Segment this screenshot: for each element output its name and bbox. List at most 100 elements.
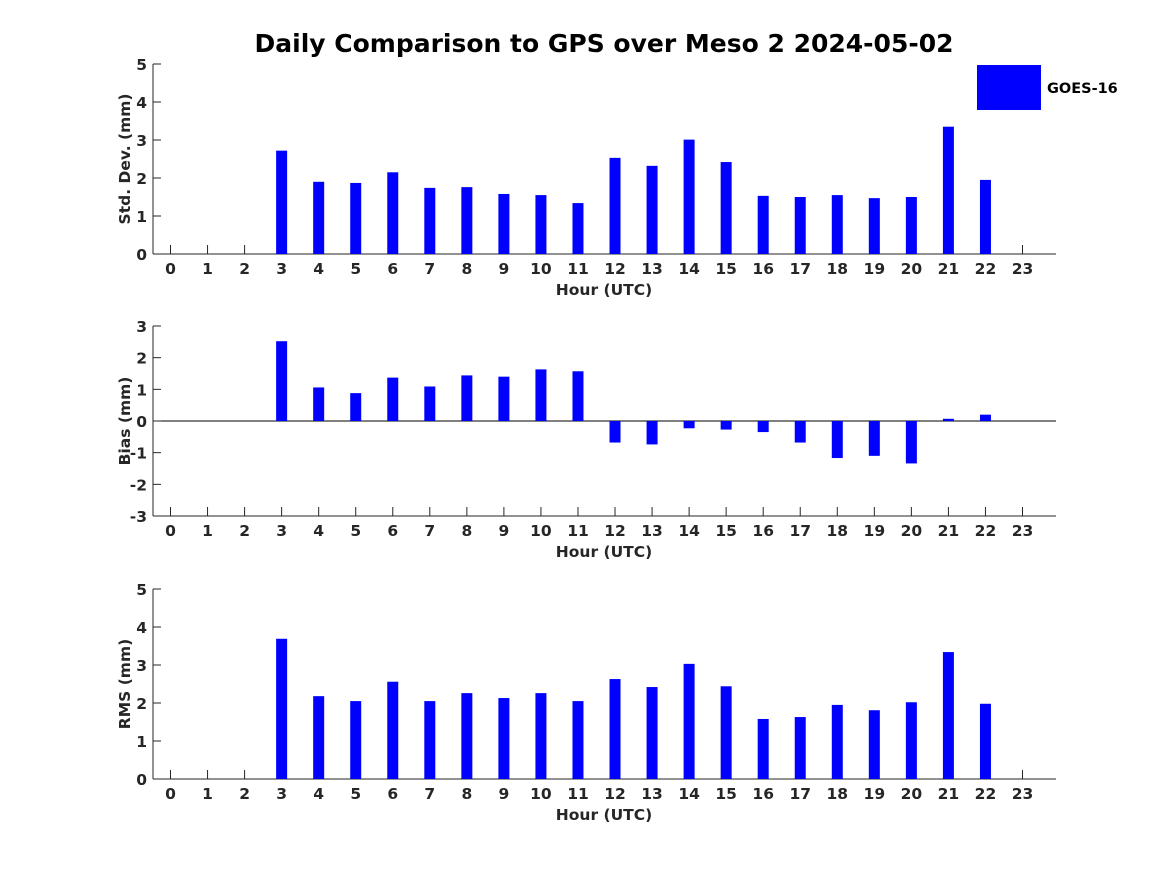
x-tick-label: 15: [715, 785, 737, 803]
bar-hour-19: [868, 710, 880, 779]
x-tick-label: 7: [424, 785, 435, 803]
y-tick-label: 5: [136, 56, 147, 74]
bar-hour-12: [609, 679, 621, 779]
bar-hour-12: [609, 157, 621, 254]
bar-hour-21: [942, 652, 954, 779]
bar-hour-9: [498, 193, 510, 254]
y-tick-label: 0: [136, 246, 147, 264]
bar-hour-8: [461, 375, 473, 421]
x-tick-label: 16: [752, 260, 774, 278]
x-tick-label: 12: [604, 260, 626, 278]
x-tick-label: 19: [864, 260, 886, 278]
bar-hour-15: [720, 686, 732, 779]
bar-hour-17: [794, 421, 806, 443]
y-tick-label: 0: [136, 413, 147, 431]
x-tick-label: 9: [498, 785, 509, 803]
x-tick-label: 11: [567, 785, 589, 803]
bar-hour-13: [646, 687, 658, 779]
x-tick-label: 6: [387, 785, 398, 803]
bar-hour-7: [424, 187, 436, 254]
x-tick-label: 5: [350, 260, 361, 278]
x-tick-label: 23: [1012, 522, 1034, 540]
x-tick-label: 15: [715, 522, 737, 540]
bar-hour-18: [831, 704, 843, 779]
x-tick-label: 11: [567, 522, 589, 540]
x-tick-label: 18: [826, 522, 848, 540]
bar-hour-7: [424, 386, 436, 421]
x-tick-label: 2: [239, 260, 250, 278]
x-tick-label: 4: [313, 522, 324, 540]
x-tick-label: 6: [387, 260, 398, 278]
x-tick-label: 12: [604, 785, 626, 803]
bar-hour-4: [313, 181, 325, 254]
x-tick-label: 13: [641, 522, 663, 540]
y-tick-label: 2: [136, 170, 147, 188]
x-tick-label: 16: [752, 785, 774, 803]
x-tick-label: 0: [165, 260, 176, 278]
x-tick-label: 18: [826, 260, 848, 278]
bar-hour-21: [942, 126, 954, 254]
bar-hour-10: [535, 195, 547, 254]
y-tick-label: 4: [136, 619, 147, 637]
x-tick-label: 22: [975, 785, 997, 803]
x-tick-label: 21: [938, 522, 960, 540]
bar-hour-22: [979, 179, 991, 254]
bar-hour-13: [646, 421, 658, 445]
y-axis-label: Std. Dev. (mm): [116, 94, 134, 225]
bar-hour-14: [683, 421, 695, 429]
x-tick-label: 20: [901, 785, 923, 803]
bar-hour-6: [387, 681, 399, 779]
bar-hour-4: [313, 696, 325, 779]
bar-hour-10: [535, 369, 547, 421]
x-tick-label: 1: [202, 260, 213, 278]
x-tick-label: 17: [789, 260, 811, 278]
x-tick-label: 6: [387, 522, 398, 540]
y-tick-label: 2: [136, 695, 147, 713]
y-tick-label: 0: [136, 771, 147, 789]
y-tick-label: 3: [136, 132, 147, 150]
bar-hour-15: [720, 162, 732, 254]
x-tick-label: 20: [901, 522, 923, 540]
x-tick-label: 2: [239, 522, 250, 540]
x-axis-label: Hour (UTC): [556, 281, 652, 299]
y-tick-label: 4: [136, 94, 147, 112]
bar-hour-14: [683, 663, 695, 779]
x-tick-label: 7: [424, 522, 435, 540]
x-tick-label: 14: [678, 260, 700, 278]
bar-hour-18: [831, 195, 843, 254]
x-tick-label: 3: [276, 260, 287, 278]
x-tick-label: 4: [313, 785, 324, 803]
bar-hour-14: [683, 139, 695, 254]
bar-hour-17: [794, 717, 806, 779]
bar-hour-11: [572, 701, 584, 779]
bar-hour-20: [905, 197, 917, 254]
bar-hour-20: [905, 702, 917, 779]
bar-hour-5: [350, 393, 362, 421]
y-axis-label: Bias (mm): [116, 377, 134, 466]
bar-hour-15: [720, 421, 732, 430]
x-tick-label: 2: [239, 785, 250, 803]
legend-swatch: [977, 65, 1041, 110]
x-tick-label: 8: [461, 522, 472, 540]
x-tick-label: 13: [641, 260, 663, 278]
x-tick-label: 23: [1012, 785, 1034, 803]
bar-hour-19: [868, 421, 880, 456]
bar-hour-3: [276, 638, 288, 779]
y-tick-label: 1: [136, 733, 147, 751]
y-tick-label: -1: [130, 445, 147, 463]
bar-hour-16: [757, 195, 769, 254]
bar-hour-17: [794, 197, 806, 254]
x-tick-label: 3: [276, 522, 287, 540]
x-tick-label: 9: [498, 522, 509, 540]
x-tick-label: 0: [165, 522, 176, 540]
x-tick-label: 18: [826, 785, 848, 803]
bar-hour-8: [461, 693, 473, 779]
y-tick-label: 5: [136, 581, 147, 599]
bar-hour-9: [498, 376, 510, 421]
x-tick-label: 3: [276, 785, 287, 803]
bar-hour-16: [757, 718, 769, 779]
bar-hour-11: [572, 203, 584, 254]
x-tick-label: 0: [165, 785, 176, 803]
x-tick-label: 5: [350, 785, 361, 803]
